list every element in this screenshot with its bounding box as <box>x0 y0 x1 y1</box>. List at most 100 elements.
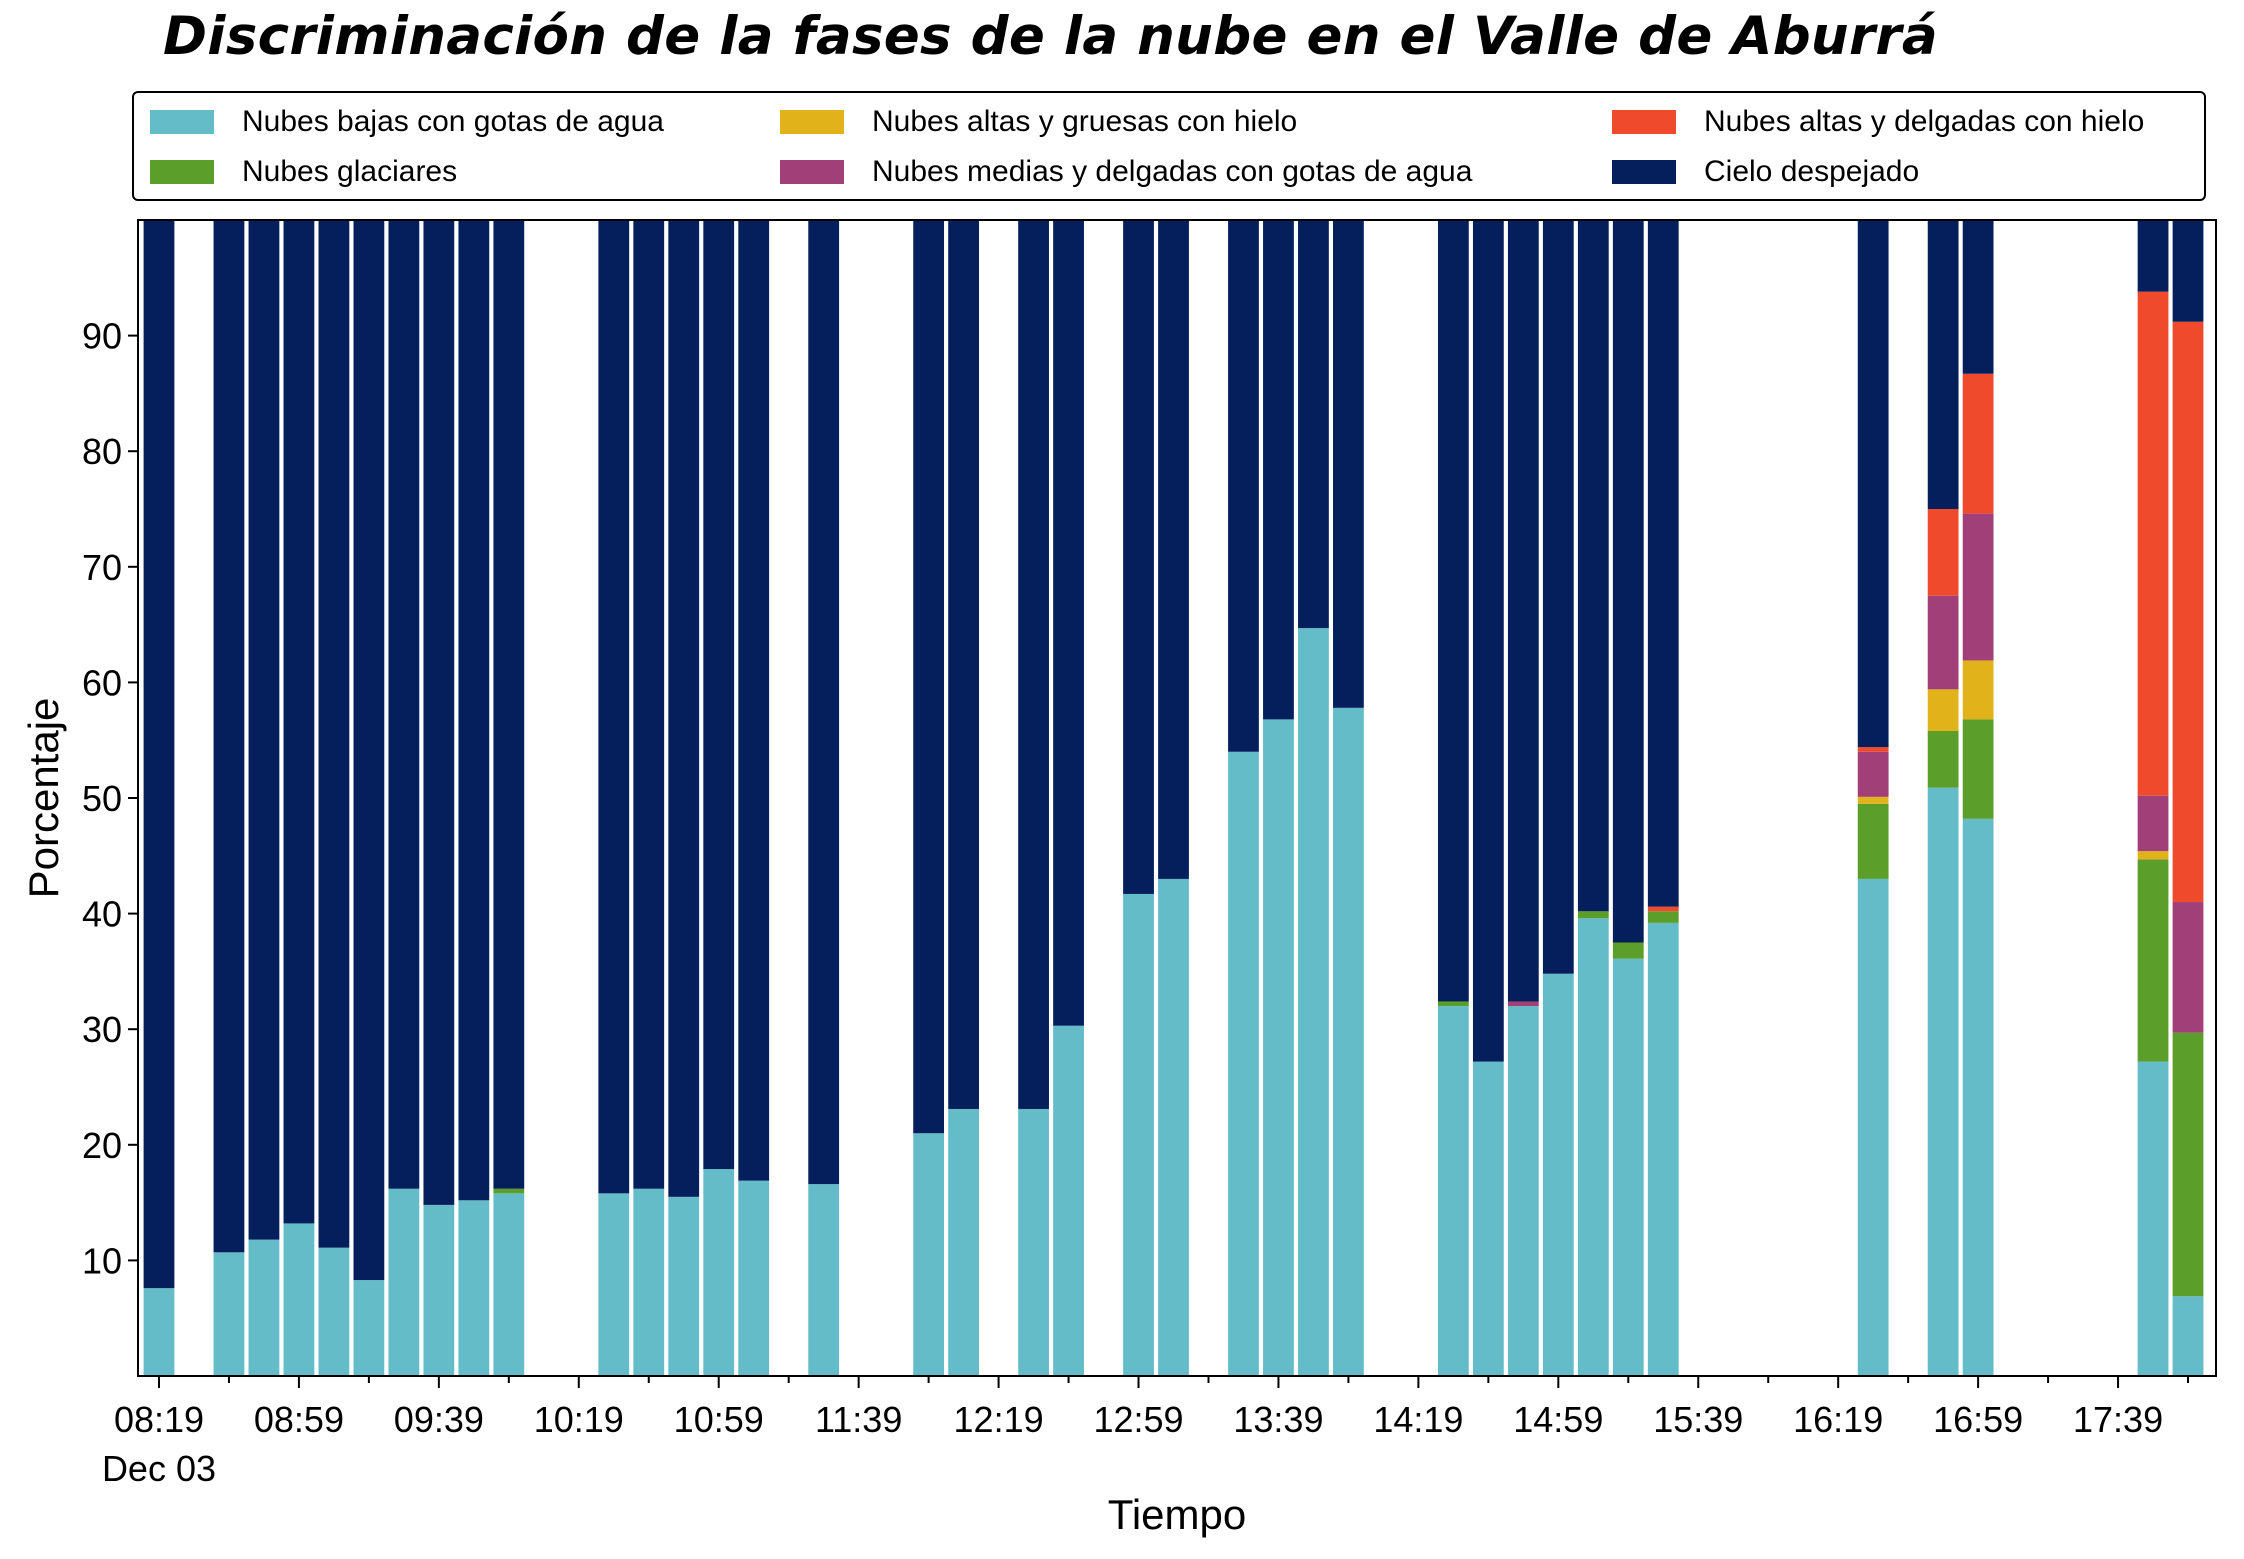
bar-segment-20-0 <box>1123 893 1154 1376</box>
legend-item-low-water-clouds: Nubes bajas con gotas de agua <box>150 105 664 139</box>
bar-segment-30-0 <box>1577 918 1609 1376</box>
bar-segment-26-0 <box>1437 1006 1469 1376</box>
bar-segment-28-3 <box>1507 1001 1539 1007</box>
bar-segment-16-5 <box>913 220 945 1134</box>
legend-swatch-low-water-clouds <box>150 110 214 134</box>
legend-swatch-clear-sky <box>1612 160 1676 184</box>
bar-segment-11-0 <box>633 1188 665 1376</box>
bar-segment-33-1 <box>1857 803 1889 879</box>
bar-segment-19-0 <box>1053 1025 1084 1376</box>
bar-segment-6-5 <box>388 220 420 1189</box>
bar-segment-37-3 <box>2172 902 2204 1033</box>
bar-segment-15-5 <box>808 220 840 1185</box>
bar-segment-4-0 <box>318 1247 350 1376</box>
y-tick-label: 20 <box>82 1125 122 1166</box>
bar-segment-37-1 <box>2172 1032 2204 1297</box>
legend-label: Cielo despejado <box>1704 155 1920 188</box>
legend-swatch-mid-thin-water-clouds <box>780 160 844 184</box>
legend-swatch-glaciated-clouds <box>150 160 214 184</box>
legend: Nubes bajas con gotas de agua Nubes glac… <box>132 91 2206 201</box>
bar-segment-21-5 <box>1158 220 1189 879</box>
legend-label: Nubes medias y delgadas con gotas de agu… <box>872 155 1473 188</box>
legend-label: Nubes bajas con gotas de agua <box>242 105 664 138</box>
bar-segment-2-5 <box>248 220 280 1240</box>
x-tick-label: 14:19 <box>1373 1399 1463 1440</box>
bar-segment-7-5 <box>423 220 455 1205</box>
bar-segment-25-0 <box>1333 707 1364 1376</box>
bar-segment-33-0 <box>1857 878 1889 1376</box>
x-axis-label: Tiempo <box>1108 1491 1247 1538</box>
y-axis: 10 20 30 40 50 60 70 80 90 <box>82 316 138 1281</box>
bar-segment-0-0 <box>143 1288 175 1376</box>
legend-label: Nubes glaciares <box>242 155 458 188</box>
y-tick-label: 70 <box>82 547 122 588</box>
bar-segment-29-5 <box>1542 220 1574 974</box>
bar-segment-32-1 <box>1647 911 1679 923</box>
bar-segment-13-0 <box>703 1169 735 1376</box>
bar-segment-25-5 <box>1333 220 1364 708</box>
bar-segment-23-5 <box>1263 220 1294 720</box>
chart-title: Discriminación de la fases de la nube en… <box>163 6 1938 67</box>
bar-segment-37-4 <box>2172 321 2204 903</box>
x-tick-label: 08:59 <box>254 1399 344 1440</box>
legend-item-clear-sky: Cielo despejado <box>1612 155 1919 189</box>
bar-segment-36-4 <box>2137 291 2169 796</box>
bar-segment-32-5 <box>1647 220 1679 907</box>
bar-segment-35-0 <box>1962 818 1994 1376</box>
bar-segment-33-4 <box>1857 747 1889 752</box>
x-tick-label: 12:19 <box>954 1399 1044 1440</box>
bar-segment-32-4 <box>1647 906 1679 912</box>
y-tick-label: 80 <box>82 431 122 472</box>
y-tick-label: 40 <box>82 894 122 935</box>
legend-label: Nubes altas y gruesas con hielo <box>872 105 1298 138</box>
bar-segment-34-4 <box>1927 509 1959 596</box>
y-tick-label: 60 <box>82 662 122 703</box>
bar-segment-16-0 <box>913 1133 945 1376</box>
bar-segment-6-0 <box>388 1188 420 1376</box>
bar-segment-21-0 <box>1158 878 1189 1376</box>
bar-segment-35-2 <box>1962 660 1994 720</box>
bar-segment-8-0 <box>458 1200 490 1376</box>
y-tick-label: 90 <box>82 316 122 357</box>
bar-segment-36-0 <box>2137 1061 2169 1376</box>
bar-segment-33-2 <box>1857 796 1889 804</box>
bars-group <box>143 220 2204 1376</box>
bar-segment-27-5 <box>1472 220 1504 1062</box>
bar-segment-3-5 <box>283 220 315 1224</box>
x-tick-label: 14:59 <box>1513 1399 1603 1440</box>
bar-segment-34-5 <box>1927 220 1959 509</box>
bar-segment-15-0 <box>808 1184 840 1376</box>
bar-segment-36-1 <box>2137 859 2169 1062</box>
bar-segment-0-5 <box>143 220 175 1289</box>
bar-segment-37-5 <box>2172 220 2204 322</box>
x-tick-label: 10:59 <box>674 1399 764 1440</box>
legend-label: Nubes altas y delgadas con hielo <box>1704 105 2145 138</box>
bar-segment-34-1 <box>1927 730 1959 788</box>
bar-segment-12-0 <box>668 1196 700 1376</box>
bar-segment-35-3 <box>1962 513 1994 661</box>
bar-segment-28-5 <box>1507 220 1539 1002</box>
x-tick-label: 10:19 <box>534 1399 624 1440</box>
bar-segment-32-0 <box>1647 922 1679 1376</box>
bar-segment-36-2 <box>2137 851 2169 860</box>
bar-segment-18-5 <box>1018 220 1049 1109</box>
bar-segment-34-2 <box>1927 689 1959 731</box>
bar-segment-33-5 <box>1857 220 1889 748</box>
bar-segment-8-5 <box>458 220 490 1201</box>
bar-segment-5-5 <box>353 220 385 1281</box>
bar-segment-37-0 <box>2172 1296 2204 1376</box>
bar-segment-20-5 <box>1123 220 1154 894</box>
bar-segment-29-0 <box>1542 973 1574 1376</box>
bar-segment-2-0 <box>248 1239 280 1376</box>
bar-segment-9-5 <box>493 220 525 1189</box>
bar-segment-10-0 <box>598 1193 630 1376</box>
bar-segment-22-5 <box>1228 220 1259 752</box>
bar-segment-35-4 <box>1962 373 1994 514</box>
bar-segment-23-0 <box>1263 719 1294 1376</box>
bar-segment-18-0 <box>1018 1108 1049 1376</box>
bar-segment-34-0 <box>1927 787 1959 1376</box>
bar-segment-22-0 <box>1228 751 1259 1376</box>
x-tick-label: 11:39 <box>815 1399 902 1440</box>
bar-segment-31-1 <box>1612 942 1644 959</box>
